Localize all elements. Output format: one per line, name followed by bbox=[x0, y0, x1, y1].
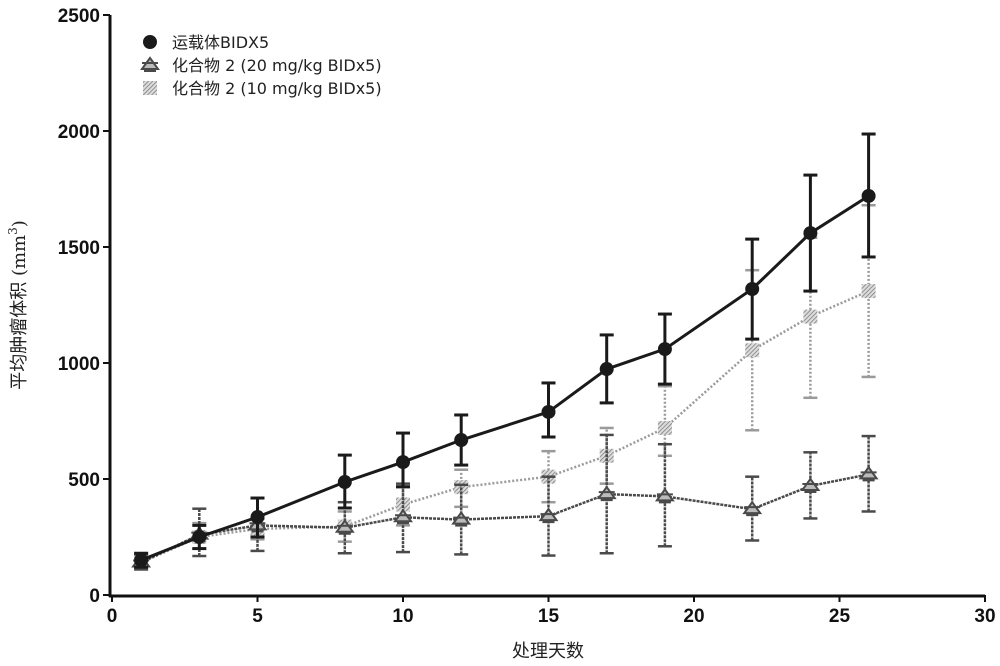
data-point bbox=[803, 226, 818, 241]
y-axis-label-superscript: 3 bbox=[6, 227, 20, 235]
legend-item: 运载体BIDX5 bbox=[143, 33, 269, 52]
data-point bbox=[657, 420, 672, 435]
y-tick-label: 500 bbox=[68, 470, 100, 491]
data-point bbox=[393, 508, 413, 525]
x-tick-label: 0 bbox=[107, 606, 118, 627]
x-tick-label: 25 bbox=[829, 606, 851, 627]
x-axis-label: 处理天数 bbox=[512, 641, 584, 662]
legend-label: 化合物 2 (10 mg/kg BIDx5) bbox=[172, 79, 382, 98]
legend-label: 运载体BIDX5 bbox=[172, 33, 269, 52]
x-tick-label: 15 bbox=[538, 606, 560, 627]
legend-marker bbox=[143, 81, 157, 95]
data-point bbox=[803, 309, 818, 324]
y-tick-label: 1000 bbox=[58, 354, 100, 375]
series-2 bbox=[134, 203, 876, 570]
legend-item: 化合物 2 (20 mg/kg BIDx5) bbox=[140, 56, 382, 75]
y-tick-label: 1500 bbox=[58, 238, 100, 259]
data-point bbox=[334, 519, 355, 535]
legend-item: 化合物 2 (10 mg/kg BIDx5) bbox=[143, 79, 382, 98]
legend-marker bbox=[143, 35, 157, 49]
y-axis-label: 平均肿瘤体积 (mm3) bbox=[6, 220, 30, 390]
data-point bbox=[657, 342, 672, 357]
data-point bbox=[654, 487, 675, 504]
data-point bbox=[745, 281, 760, 296]
x-tick-label: 20 bbox=[683, 606, 704, 627]
data-point bbox=[800, 477, 821, 493]
error-bar bbox=[192, 507, 207, 558]
data-point bbox=[454, 433, 469, 448]
data-point bbox=[451, 510, 472, 527]
legend: 运载体BIDX5 化合物 2 (20 mg/kg BIDx5) 化合物 2 (10 … bbox=[140, 33, 382, 98]
legend-label: 化合物 2 (20 mg/kg BIDx5) bbox=[172, 56, 382, 75]
data-point bbox=[861, 284, 876, 299]
data-point bbox=[541, 404, 556, 419]
data-point bbox=[192, 530, 207, 544]
error-bar bbox=[541, 475, 556, 557]
data-point bbox=[396, 455, 410, 470]
data-point bbox=[742, 500, 763, 517]
data-point bbox=[250, 510, 265, 525]
error-bar bbox=[599, 433, 614, 555]
data-point bbox=[861, 188, 876, 203]
error-bar bbox=[454, 468, 469, 509]
series-layer bbox=[131, 132, 879, 571]
series-1 bbox=[131, 433, 879, 571]
data-point bbox=[134, 553, 149, 568]
data-point bbox=[396, 497, 410, 512]
data-point bbox=[745, 343, 760, 358]
x-tick-label: 5 bbox=[252, 606, 263, 627]
error-bar bbox=[657, 442, 672, 548]
data-point bbox=[596, 485, 617, 502]
legend-marker bbox=[140, 56, 160, 72]
series-line bbox=[140, 473, 869, 564]
y-tick-label: 2000 bbox=[58, 122, 100, 143]
data-point bbox=[599, 362, 614, 377]
error-bar bbox=[745, 475, 760, 542]
series-line bbox=[140, 194, 870, 562]
y-tick-label: 0 bbox=[89, 586, 100, 607]
series-0 bbox=[134, 132, 876, 569]
data-point bbox=[538, 507, 559, 524]
x-tick-label: 30 bbox=[974, 606, 995, 627]
y-tick-label: 2500 bbox=[58, 6, 100, 27]
data-point bbox=[337, 475, 352, 490]
axes: 0 5 10 15 20 25 30 0 500 1000 1500 2000 2500 bbox=[58, 6, 996, 627]
x-tick-label: 10 bbox=[392, 606, 413, 627]
data-point bbox=[858, 465, 879, 482]
